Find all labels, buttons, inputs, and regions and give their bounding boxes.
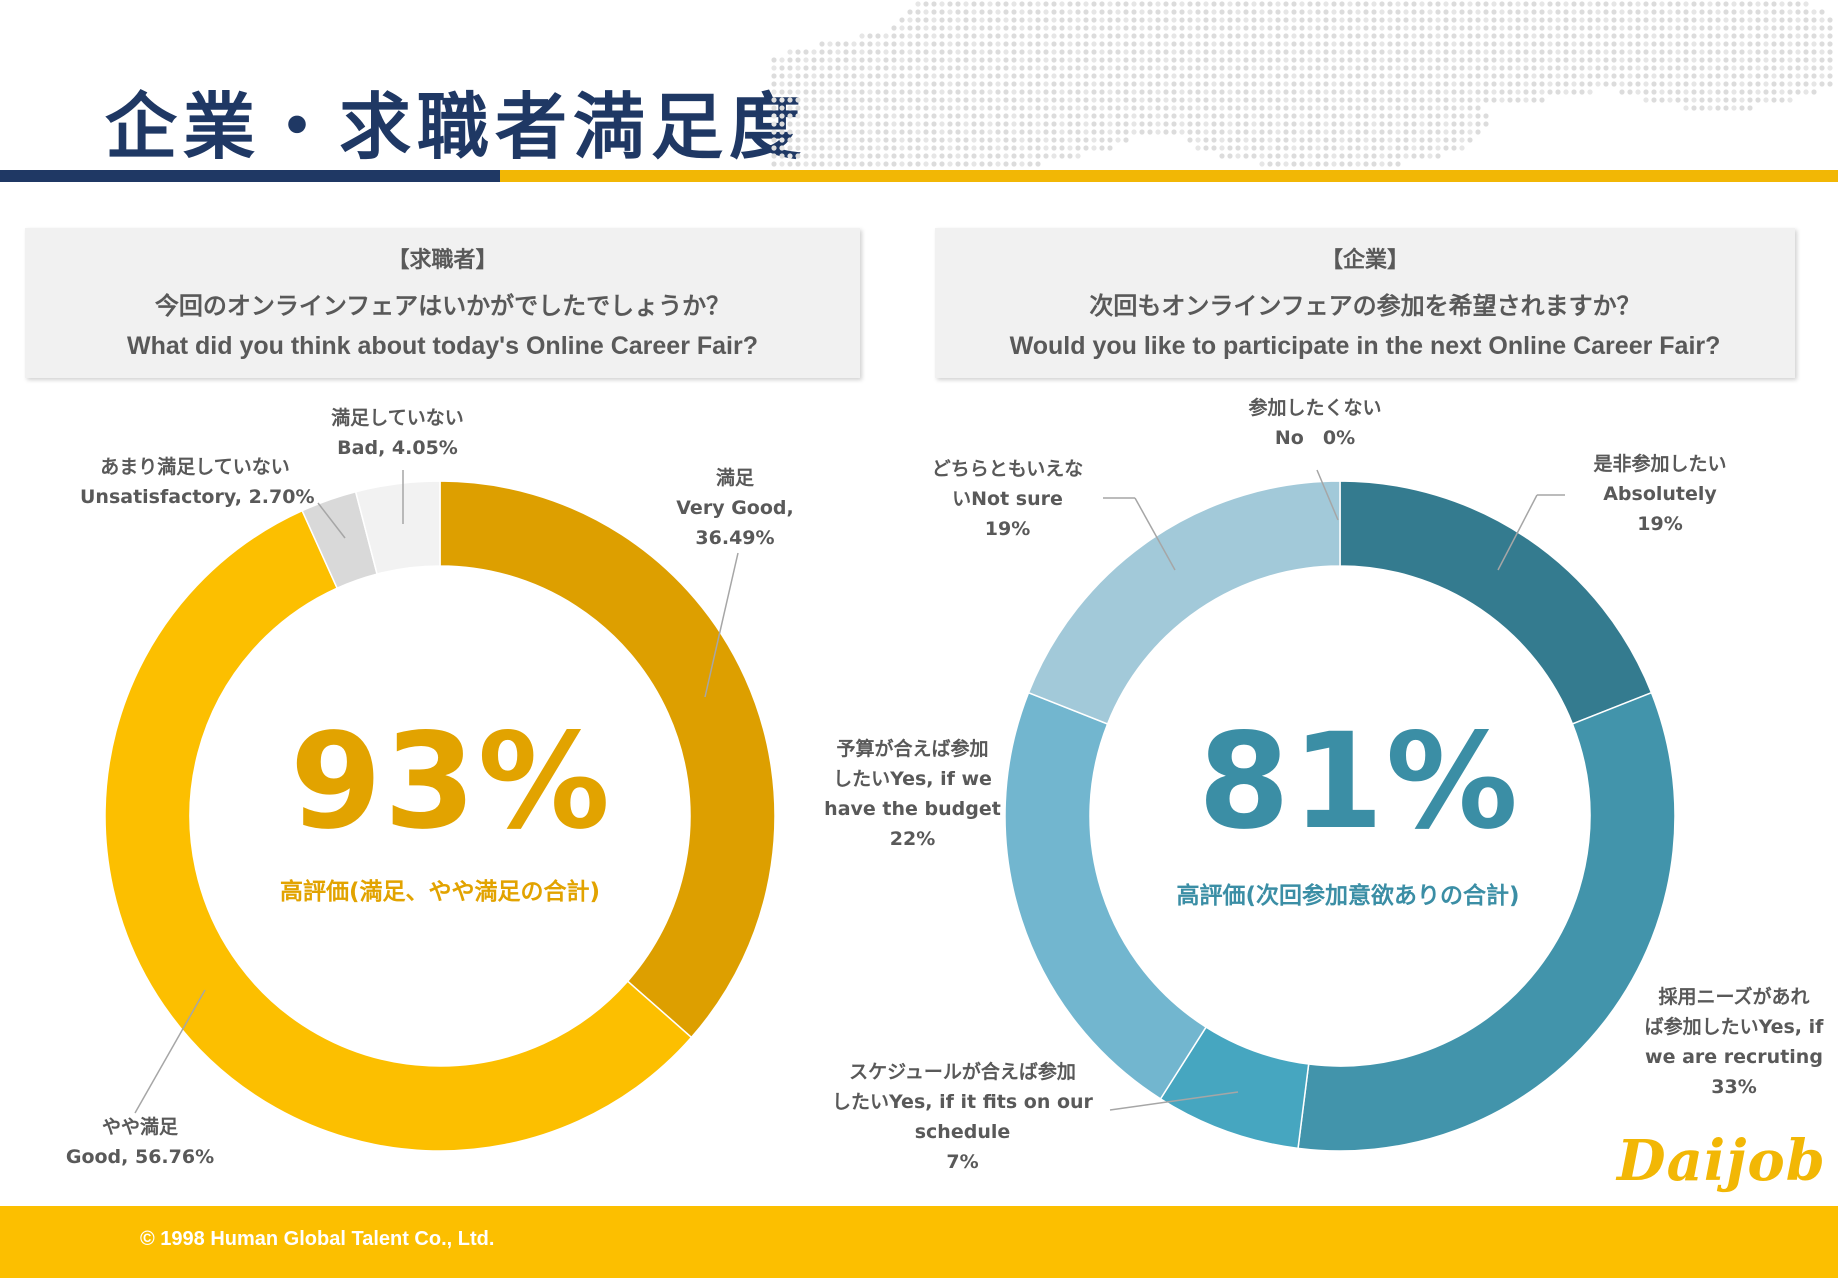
jobseeker-question-jp: 今回のオンラインフェアはいかがでしたでしょうか？ [154,292,731,320]
company-question-jp: 次回もオンラインフェアの参加を希望されますか？ [1089,292,1641,320]
company-question-en: Would you like to participate in the nex… [1009,332,1721,360]
company-question-box: 【企業】 次回もオンラインフェアの参加を希望されますか？ Would you l… [935,228,1795,378]
header-bar-gold [500,170,1838,182]
company-donut-chart [1004,480,1676,1152]
label-very-good: 満足 Very Good, 36.49% [676,467,794,549]
jobseeker-donut-chart [104,480,776,1152]
label-recruiting-needs: 採用ニーズがあれ ば参加したいYes, if we are recruting 33% [1644,986,1824,1098]
company-slice-yes-if-we-are-recruting [1297,691,1676,1152]
company-total-caption: 高評価(次回参加意欲ありの合計) [1176,883,1520,909]
jobseeker-question-en: What did you think about today's Online … [126,332,758,360]
world-map-decoration [771,1,1833,167]
leader-good [134,989,206,1114]
label-bad: 満足していない Bad, 4.05% [331,407,464,459]
leader-lines [134,469,1565,1114]
leader-unsatisfactory [317,502,346,539]
label-schedule: スケジュールが合えば参加 したいYes, if it fits on our sch… [832,1061,1093,1173]
company-tag: 【企業】 [1320,248,1409,273]
leader-no [1316,469,1339,521]
leader-very-good [704,552,739,698]
jobseeker-total-value: 93% [290,705,612,859]
company-total-value: 81% [1198,705,1520,859]
label-not-sure: どちらともいえな いNot sure 19% [931,458,1084,540]
company-slice-not-sure [1027,480,1341,725]
jobseeker-slice-very-good [439,480,776,1039]
jobseeker-tag: 【求職者】 [387,248,498,273]
jobseeker-slice-good [104,509,693,1152]
leader-not-sure-b [1134,497,1176,571]
daijob-logo: Daijob [1617,1128,1826,1194]
leader-absolutely-b [1497,494,1538,571]
label-no: 参加したくない No 0% [1248,397,1382,449]
label-absolutely: 是非参加したい Absolutely 19% [1593,453,1727,535]
header-bar-navy [0,170,500,182]
page-title: 企業・求職者満足度 [105,85,808,169]
label-unsatisfactory: あまり満足していない Unsatisfactory, 2.70% [80,456,315,508]
leader-schedule [1109,1091,1239,1111]
label-good: やや満足 Good, 56.76% [65,1116,215,1168]
jobseeker-total-caption: 高評価(満足、やや満足の合計) [279,879,601,905]
jobseeker-question-box: 【求職者】 今回のオンラインフェアはいかがでしたでしょうか？ What did … [25,228,860,378]
footer-bar: © 1998 Human Global Talent Co., Ltd. [0,1206,1838,1278]
label-budget: 予算が合えば参加 したいYes, if we have the budget 22% [824,738,1001,850]
copyright-text: © 1998 Human Global Talent Co., Ltd. [140,1228,495,1250]
jobseeker-slice-bad [354,480,441,575]
